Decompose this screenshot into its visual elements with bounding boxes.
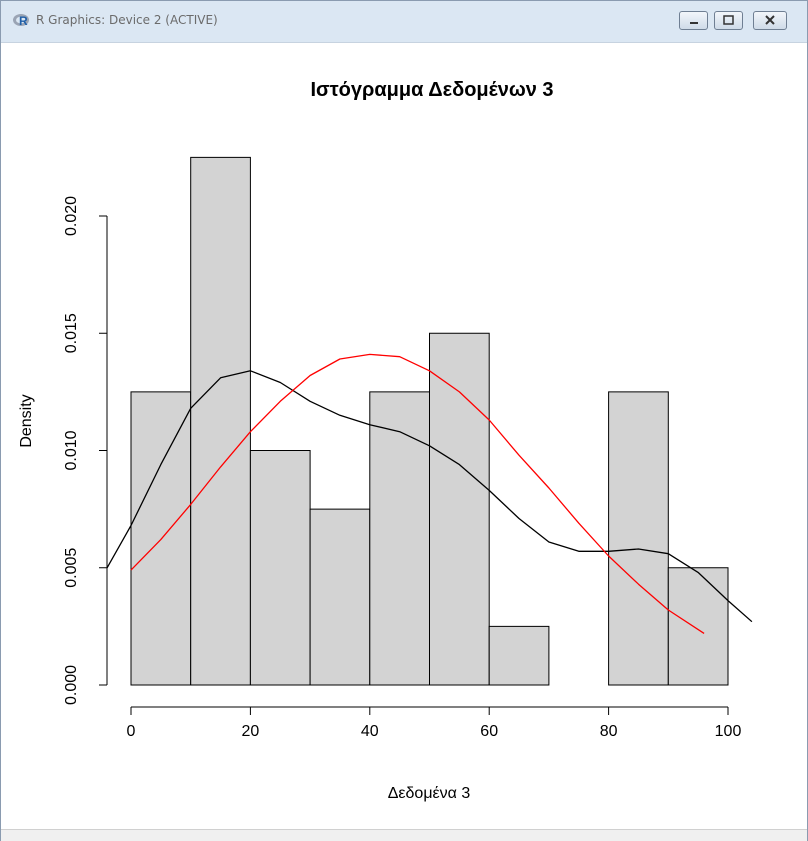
chart-title: Ιστόγραμμα Δεδομένων 3 [310,79,553,101]
close-icon [765,15,775,25]
y-tick-label-4: 0.020 [63,196,80,236]
x-tick-label-60: 60 [480,723,498,740]
svg-text:R: R [19,14,28,28]
y-tick-label-1: 0.005 [63,548,80,588]
plot-area: Ιστόγραμμα Δεδομένων 3 Δεδομένα 3 Densit… [1,43,807,829]
r-logo-icon: R [13,14,29,28]
status-bar [1,829,807,841]
maximize-icon [723,15,734,25]
histogram-bar-3 [249,450,311,686]
y-axis-label: Density [18,394,35,447]
histogram-bar-1 [130,391,192,686]
x-tick-label-20: 20 [242,723,260,740]
x-tick-label-100: 100 [715,723,742,740]
maximize-button[interactable] [714,11,743,30]
x-tick-label-80: 80 [600,723,618,740]
histogram-bar-5 [369,391,430,686]
close-button[interactable] [753,11,787,30]
histogram-bar-7 [488,625,550,686]
density-line [106,370,753,623]
x-tick-label-40: 40 [361,723,379,740]
histogram-bar-9 [608,391,669,686]
minimize-button[interactable] [679,11,708,30]
x-axis-label: Δεδομένα 3 [388,785,471,802]
x-tick-label-0: 0 [127,723,136,740]
histogram-bar-4 [309,508,371,686]
window-title: R Graphics: Device 2 (ACTIVE) [36,13,218,27]
normal-curve-line [130,353,705,634]
title-bar[interactable]: R R Graphics: Device 2 (ACTIVE) [1,1,807,43]
y-tick-label-3: 0.015 [63,313,80,353]
y-tick-label-0: 0.000 [63,665,80,705]
histogram-bar-2 [190,156,251,686]
histogram-chart: Ιστόγραμμα Δεδομένων 3 Δεδομένα 3 Densit… [18,79,753,802]
histogram-bar-6 [429,332,490,686]
minimize-icon [690,22,698,24]
histogram-bar-10 [667,567,729,686]
y-tick-label-2: 0.010 [63,430,80,470]
